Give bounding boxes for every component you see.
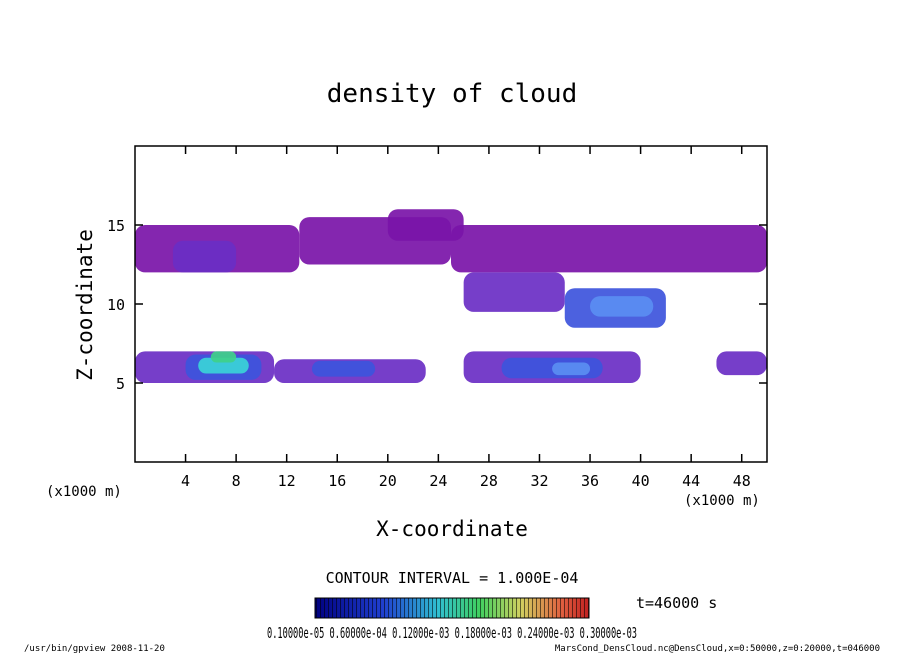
x-tick-label: 4 [181, 472, 190, 490]
x-tick-label: 12 [278, 472, 296, 490]
footer-left: /usr/bin/gpview 2008-11-20 [24, 644, 165, 654]
density-region-cyan [198, 357, 249, 374]
x-tick-label: 28 [480, 472, 498, 490]
density-region-mid [172, 240, 237, 273]
x-tick-label: 36 [581, 472, 599, 490]
x-tick-label: 24 [429, 472, 447, 490]
y-ticks: 5 10 15 [107, 217, 767, 393]
contour-interval: CONTOUR INTERVAL = 1.000E-04 [326, 569, 579, 587]
chart-title: density of cloud [327, 79, 577, 109]
y-tick-label: 5 [116, 375, 125, 393]
x-ticks: 4 8 12 16 20 24 28 32 36 40 44 48 [181, 146, 751, 490]
density-region-light_blue [552, 362, 591, 376]
x-tick-label: 44 [682, 472, 700, 490]
x-tick-label: 40 [632, 472, 650, 490]
y-tick-label: 10 [107, 296, 125, 314]
density-region-green [210, 351, 237, 363]
y-axis-label: Z-coordinate [73, 229, 97, 381]
x-unit-right: (x1000 m) [684, 493, 760, 509]
density-region-mid [716, 351, 767, 376]
plot-frame [134, 145, 768, 463]
x-tick-label: 16 [328, 472, 346, 490]
colorbar-stripes [315, 598, 589, 618]
x-unit-left: (x1000 m) [46, 484, 122, 500]
density-region-mid [463, 272, 565, 312]
footer-right: MarsCond_DensCloud.nc@DensCloud,x=0:5000… [555, 644, 880, 654]
colorbar-labels: 0.10000e-05 0.60000e-04 0.12000e-03 0.18… [267, 624, 637, 642]
density-region-light_blue [590, 296, 654, 317]
density-region-low [387, 209, 464, 241]
x-tick-label: 20 [379, 472, 397, 490]
density-region-low [451, 225, 767, 273]
density-region-blue [311, 360, 376, 377]
time-label: t=46000 s [636, 594, 717, 612]
x-axis-label: X-coordinate [376, 517, 528, 541]
x-tick-label: 48 [733, 472, 751, 490]
plot-regions [135, 209, 767, 383]
y-tick-label: 15 [107, 217, 125, 235]
x-tick-label: 8 [232, 472, 241, 490]
x-tick-label: 32 [530, 472, 548, 490]
